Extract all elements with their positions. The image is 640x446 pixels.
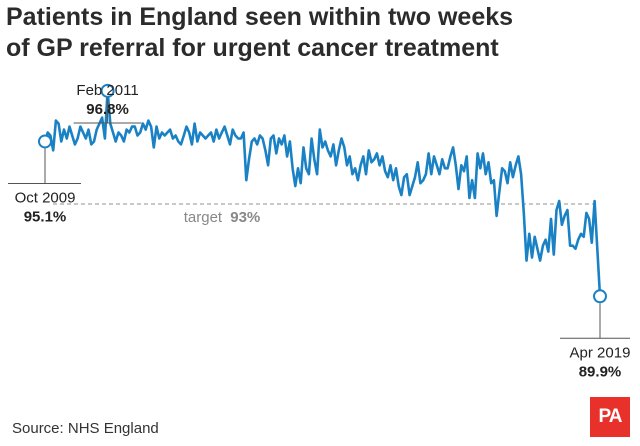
title-line-1: Patients in England seen within two week… — [6, 3, 514, 31]
target-label-text: target — [184, 209, 223, 226]
annotation-marker — [100, 83, 115, 98]
title-line-2: of GP referral for urgent cancer treatme… — [6, 34, 499, 62]
chart-title: Patients in England seen within two week… — [6, 2, 634, 64]
annotation-value: 89.9% — [579, 363, 622, 380]
target-value: 93% — [230, 209, 260, 226]
annotations: Oct 2009 95.1% Feb 2011 96.8% Apr 2019 89.9% — [8, 82, 630, 380]
source-note: Source: NHS England — [12, 420, 159, 437]
annotation-date: Apr 2019 — [570, 344, 631, 361]
annotation-date: Oct 2009 — [15, 189, 76, 206]
annotation-value: 96.8% — [86, 101, 129, 118]
annotation-value: 95.1% — [24, 208, 67, 225]
annotation-date: Feb 2011 — [76, 82, 138, 99]
series-line — [43, 89, 602, 297]
target-label: target 93% — [184, 209, 261, 226]
annotation-marker — [38, 134, 52, 149]
annotation-marker — [593, 289, 607, 304]
pa-logo: PA — [590, 397, 630, 437]
